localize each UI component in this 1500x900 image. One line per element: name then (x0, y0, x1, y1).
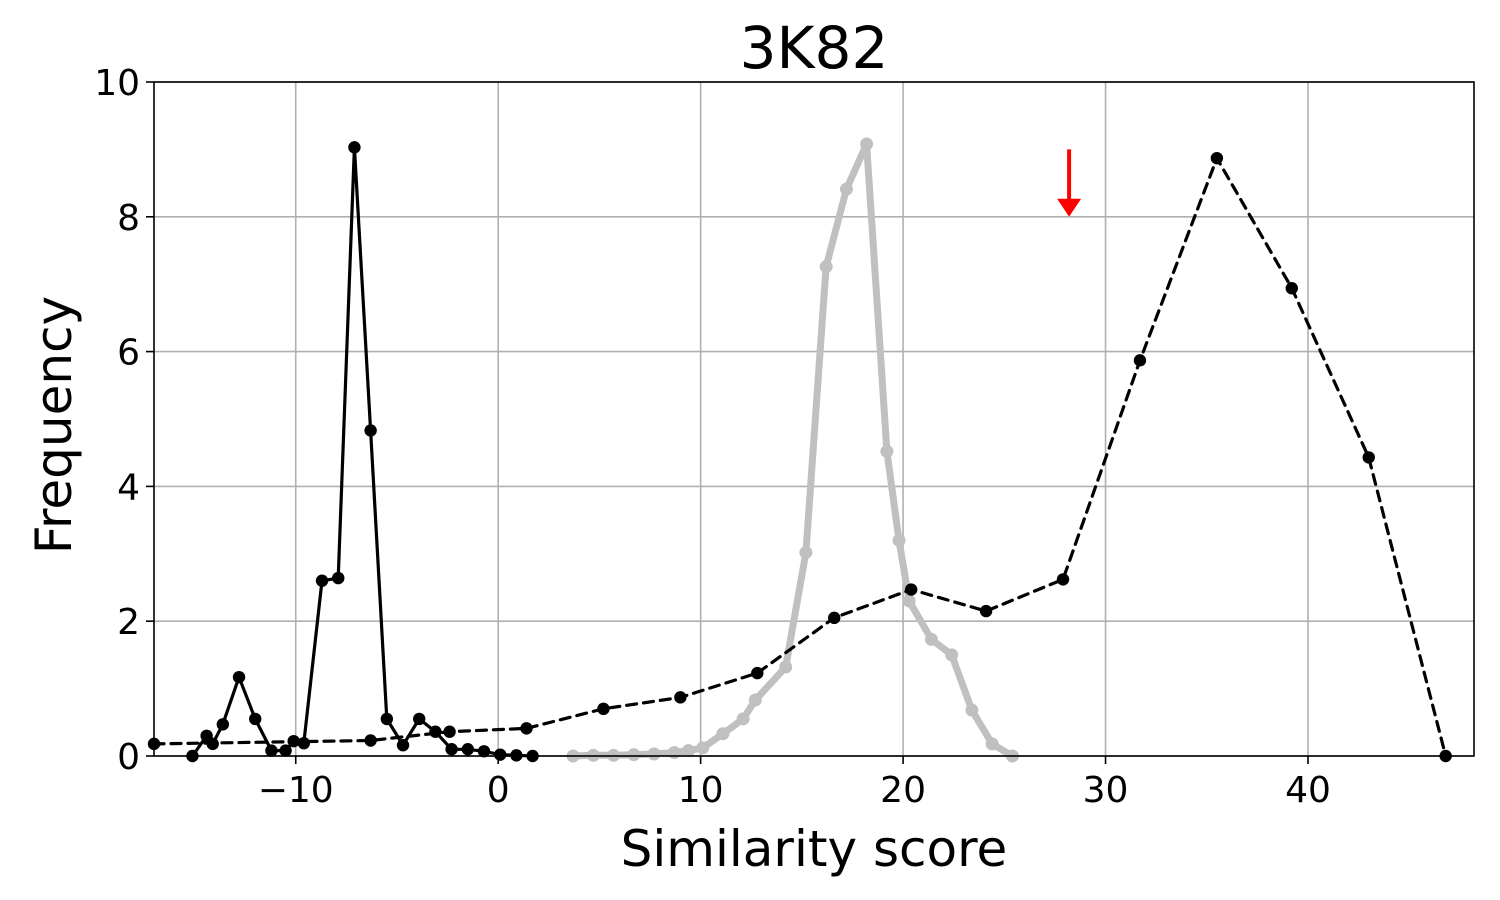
gray-series-point (736, 712, 750, 726)
solid-series-point (445, 743, 458, 756)
solid-series-point (477, 745, 491, 758)
dashed-series-line (152, 156, 1448, 758)
solid-series-point (396, 739, 410, 752)
gray-series-point (647, 747, 661, 761)
gray-series-point (945, 648, 959, 662)
gray-series-point (892, 533, 906, 547)
gray-series-point (819, 260, 833, 274)
y-tick-label: 6 (117, 333, 140, 374)
gray-series-point (839, 182, 853, 196)
dashed-series-point (1056, 573, 1070, 586)
solid-series-point (348, 141, 361, 154)
dashed-series-point (443, 725, 456, 738)
dashed-series-point (1133, 354, 1147, 367)
dashed-series-point (979, 604, 993, 618)
y-tick-label: 4 (117, 467, 140, 508)
dashed-series-point (674, 691, 687, 704)
dashed-series-point (1362, 451, 1375, 464)
gray-series-point (902, 594, 916, 608)
solid-series-point (380, 712, 394, 726)
gray-series-line (569, 140, 1016, 760)
gray-series-point (860, 137, 874, 151)
red-arrow-annotation (1057, 149, 1082, 217)
series-solid-black (186, 141, 539, 763)
solid-series-point (332, 571, 345, 585)
gray-series-point (965, 703, 979, 717)
solid-series-point (364, 424, 377, 437)
solid-series-point (249, 712, 262, 726)
dashed-series-point (1210, 151, 1224, 165)
chart-title: 3K82 (740, 14, 889, 82)
x-tick-label: 20 (880, 770, 926, 811)
gray-series-point (627, 748, 641, 762)
x-tick-label: 0 (487, 770, 510, 811)
gray-series-point (880, 444, 894, 458)
x-tick-label: 30 (1083, 770, 1129, 811)
y-tick-label: 2 (117, 602, 140, 643)
y-axis-ticks: 0 2 4 6 8 10 (94, 63, 154, 778)
gray-series-point (748, 693, 762, 707)
gray-series-point (716, 727, 730, 741)
series-dashed-black (147, 151, 1452, 763)
solid-series-point (315, 574, 329, 587)
gray-series-point (779, 660, 793, 674)
dashed-series-point (520, 722, 533, 735)
dashed-series-point (751, 666, 764, 680)
gray-series-point (696, 741, 710, 755)
gray-series-point (681, 744, 695, 758)
solid-series-point (493, 748, 507, 761)
plot-frame (153, 81, 1475, 757)
gray-series-point (985, 737, 999, 751)
x-axis-ticks: −10 0 10 20 30 40 (258, 756, 1331, 811)
dashed-series-point (597, 702, 610, 716)
dashed-series-point (364, 734, 377, 747)
x-axis-label: Similarity score (621, 820, 1008, 878)
solid-series-point (413, 712, 426, 726)
solid-series-point (461, 743, 475, 756)
solid-series-point (232, 670, 246, 684)
y-axis-label: Frequency (25, 296, 83, 554)
y-tick-label: 10 (94, 63, 140, 104)
solid-series-point (265, 744, 278, 757)
x-tick-label: 10 (678, 770, 724, 811)
series-gray-thick (566, 137, 1019, 763)
solid-series-point (279, 744, 292, 757)
arrow-head (1057, 198, 1082, 217)
gray-series-point (924, 632, 938, 646)
dashed-series-point (828, 611, 841, 625)
x-tick-label: 40 (1285, 770, 1331, 811)
solid-series-point (216, 718, 230, 731)
y-tick-label: 8 (117, 198, 140, 239)
gray-series-point (667, 746, 681, 760)
solid-series-line (190, 145, 535, 758)
gray-series-point (799, 545, 813, 559)
x-tick-label: −10 (258, 770, 334, 811)
dashed-series-point (904, 583, 918, 596)
y-tick-label: 0 (117, 737, 140, 778)
dashed-series-point (1285, 282, 1298, 295)
